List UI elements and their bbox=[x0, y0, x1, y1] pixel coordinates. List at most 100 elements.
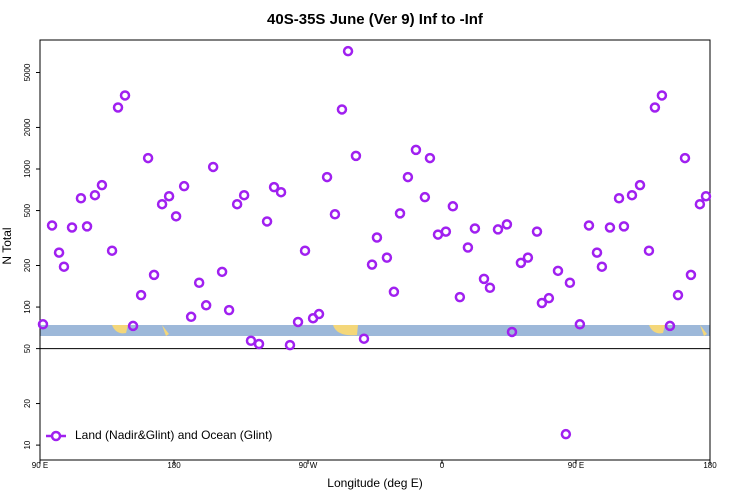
point bbox=[672, 289, 684, 301]
point bbox=[536, 297, 548, 309]
point bbox=[358, 333, 370, 344]
x-tick-label: 180 bbox=[703, 461, 717, 470]
point bbox=[604, 222, 616, 233]
point bbox=[231, 198, 243, 210]
point bbox=[410, 144, 422, 156]
point bbox=[142, 152, 154, 164]
point bbox=[574, 319, 586, 330]
point bbox=[583, 220, 595, 231]
point bbox=[388, 286, 400, 298]
point bbox=[447, 201, 459, 212]
point bbox=[560, 428, 572, 440]
point bbox=[664, 320, 676, 332]
point bbox=[552, 265, 564, 277]
point bbox=[350, 150, 362, 162]
point bbox=[200, 300, 212, 311]
point bbox=[371, 232, 383, 243]
point bbox=[618, 221, 630, 232]
point bbox=[515, 257, 527, 269]
point bbox=[484, 282, 496, 293]
x-tick-label: 90 E bbox=[32, 461, 48, 470]
y-tick-label: 20 bbox=[23, 399, 32, 408]
x-tick-label: 0 bbox=[440, 461, 445, 470]
point bbox=[700, 190, 712, 202]
point bbox=[81, 221, 93, 232]
point bbox=[596, 261, 608, 272]
y-tick-label: 50 bbox=[23, 344, 32, 353]
point bbox=[245, 335, 257, 347]
point bbox=[462, 242, 474, 253]
point bbox=[501, 219, 513, 230]
point bbox=[685, 269, 697, 281]
point bbox=[424, 152, 436, 164]
point bbox=[178, 180, 190, 192]
point bbox=[75, 192, 87, 204]
point bbox=[96, 179, 108, 191]
y-axis-label: N Total bbox=[0, 227, 14, 264]
point bbox=[394, 208, 406, 219]
point bbox=[342, 45, 354, 57]
point bbox=[402, 171, 414, 183]
point bbox=[58, 261, 70, 272]
point bbox=[522, 252, 534, 263]
point bbox=[564, 277, 576, 288]
point bbox=[135, 289, 147, 301]
point bbox=[207, 161, 219, 173]
point bbox=[170, 211, 182, 222]
point bbox=[478, 273, 490, 285]
point bbox=[313, 308, 325, 320]
x-tick-label: 90 E bbox=[568, 461, 584, 470]
point bbox=[299, 245, 311, 256]
point bbox=[89, 189, 101, 201]
point bbox=[163, 190, 175, 202]
chart-title: 40S-35S June (Ver 9) Inf to -Inf bbox=[267, 11, 484, 28]
y-tick-label: 2000 bbox=[23, 118, 32, 136]
point bbox=[419, 191, 431, 203]
y-tick-label: 200 bbox=[23, 258, 32, 272]
y-tick-label: 10 bbox=[23, 440, 32, 449]
point bbox=[223, 304, 235, 316]
x-tick-label: 90 W bbox=[299, 461, 318, 470]
x-axis-label: Longitude (deg E) bbox=[327, 476, 422, 490]
point bbox=[381, 252, 393, 263]
point bbox=[643, 245, 655, 256]
point bbox=[292, 316, 304, 328]
point bbox=[37, 319, 49, 330]
point bbox=[469, 223, 481, 234]
point bbox=[656, 90, 668, 101]
point bbox=[531, 226, 543, 237]
point bbox=[492, 224, 504, 235]
point bbox=[238, 189, 250, 201]
point bbox=[679, 152, 691, 164]
point bbox=[261, 216, 273, 227]
point bbox=[543, 292, 555, 304]
point bbox=[649, 102, 661, 113]
point bbox=[106, 245, 118, 256]
point bbox=[626, 189, 638, 201]
y-tick-label: 500 bbox=[23, 203, 32, 217]
point bbox=[321, 171, 333, 183]
point bbox=[156, 198, 168, 210]
point bbox=[613, 192, 625, 204]
y-tick-label: 100 bbox=[23, 300, 32, 314]
point bbox=[46, 220, 58, 231]
point bbox=[366, 259, 378, 270]
point bbox=[275, 186, 287, 198]
point bbox=[336, 104, 348, 115]
point bbox=[454, 291, 466, 303]
point bbox=[440, 226, 452, 237]
point bbox=[185, 311, 197, 323]
point bbox=[284, 339, 296, 351]
x-tick-label: 180 bbox=[167, 461, 181, 470]
point bbox=[591, 247, 603, 258]
point bbox=[253, 338, 265, 350]
point bbox=[66, 222, 78, 233]
point bbox=[193, 277, 205, 288]
point bbox=[127, 320, 139, 332]
legend-label: Land (Nadir&Glint) and Ocean (Glint) bbox=[75, 428, 272, 442]
point bbox=[216, 266, 228, 278]
point bbox=[694, 198, 706, 210]
point bbox=[112, 102, 124, 113]
map-strip bbox=[40, 325, 710, 336]
